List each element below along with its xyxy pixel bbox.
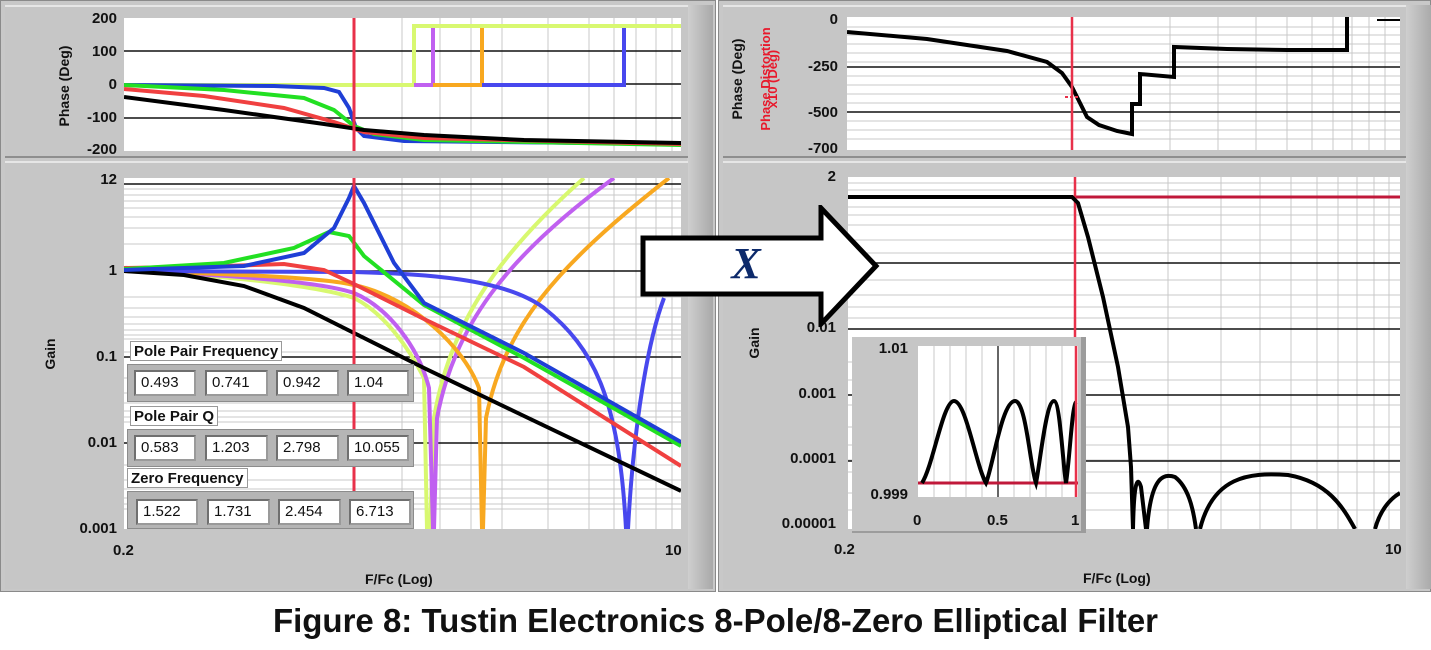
zero-frequency-input[interactable]: 6.713	[349, 499, 411, 525]
right-gain-ytick: 0.001	[798, 385, 836, 402]
zero-frequency-input[interactable]: 1.522	[136, 499, 198, 525]
left-gain-xtick: 10	[665, 542, 682, 559]
right-phase-plot[interactable]	[847, 17, 1400, 150]
right-gain-ytick: 0.00001	[781, 515, 836, 532]
left-gain-ylabel: Gain	[42, 338, 58, 370]
inset-xtick: 1	[1071, 512, 1080, 529]
left-gain-ytick: 0.01	[87, 434, 117, 451]
pole-pair-q-input[interactable]: 10.055	[347, 435, 409, 461]
left-gain-ytick: 1	[108, 262, 117, 279]
pole-pair-frequency-input[interactable]: 0.942	[276, 370, 339, 396]
ripple-inset-plot[interactable]	[918, 346, 1078, 497]
right-gain-ytick: 0.01	[806, 319, 836, 336]
pole-pair-frequency-input[interactable]: 0.741	[205, 370, 268, 396]
right-phase-ytick: -250	[807, 58, 838, 75]
left-phase-plot[interactable]	[124, 18, 681, 151]
left-gain-ytick: 0.001	[79, 520, 117, 537]
right-gain-ytick: 2	[827, 168, 836, 185]
figure-caption: Figure 8: Tustin Electronics 8-Pole/8-Ze…	[272, 602, 1159, 639]
pole-pair-frequency-input[interactable]: 0.493	[134, 370, 196, 396]
pole-pair-frequency-input[interactable]: 1.04	[347, 370, 409, 396]
left-gain-ytick: 12	[100, 171, 117, 188]
pole-pair-q-input[interactable]: 2.798	[276, 435, 339, 461]
right-panel-edge	[1405, 5, 1431, 589]
inset-ytick: 0.999	[870, 486, 908, 503]
inset-xtick: 0	[913, 512, 922, 529]
pole-pair-q-input[interactable]: 0.583	[134, 435, 196, 461]
left-gain-ytick: 0.1	[96, 348, 117, 365]
right-gain-xlabel: F/Fc (Log)	[1083, 570, 1151, 586]
right-gain-ytick: 0.0001	[790, 450, 836, 467]
zero-frequency-input[interactable]: 1.731	[207, 499, 270, 525]
inset-ytick: 1.01	[878, 340, 908, 357]
left-panel: Phase (Deg) 200 100 0 -100 -200	[0, 0, 716, 592]
pole-pair-q-label: Pole Pair Q	[130, 406, 219, 426]
right-phase-ytick: 0	[829, 11, 838, 28]
right-phase-ytick: -700	[807, 140, 838, 157]
left-phase-ytick: -100	[86, 109, 117, 126]
pole-pair-q-input[interactable]: 1.203	[205, 435, 268, 461]
left-phase-ytick: 100	[91, 43, 117, 60]
left-panel-edge	[687, 5, 713, 589]
left-phase-ytick: -200	[86, 141, 117, 158]
arrow-x-label: X	[731, 239, 761, 288]
right-gain-xtick: 10	[1385, 541, 1402, 558]
right-arrow-icon	[640, 201, 880, 331]
inset-xtick: 0.5	[987, 512, 1008, 529]
right-gain-xtick: 0.2	[834, 541, 855, 558]
pole-pair-frequency-label: Pole Pair Frequency	[130, 341, 283, 361]
zero-frequency-input[interactable]: 2.454	[278, 499, 341, 525]
right-phase-ytick: -500	[807, 104, 838, 121]
right-phase-ylabel: Phase (Deg)	[729, 38, 745, 120]
zero-frequency-label: Zero Frequency	[127, 468, 248, 488]
left-gain-xtick: 0.2	[113, 542, 134, 559]
left-phase-ytick: 200	[91, 10, 117, 27]
left-phase-ytick: 0	[108, 76, 117, 93]
left-gain-xlabel: F/Fc (Log)	[365, 571, 433, 587]
